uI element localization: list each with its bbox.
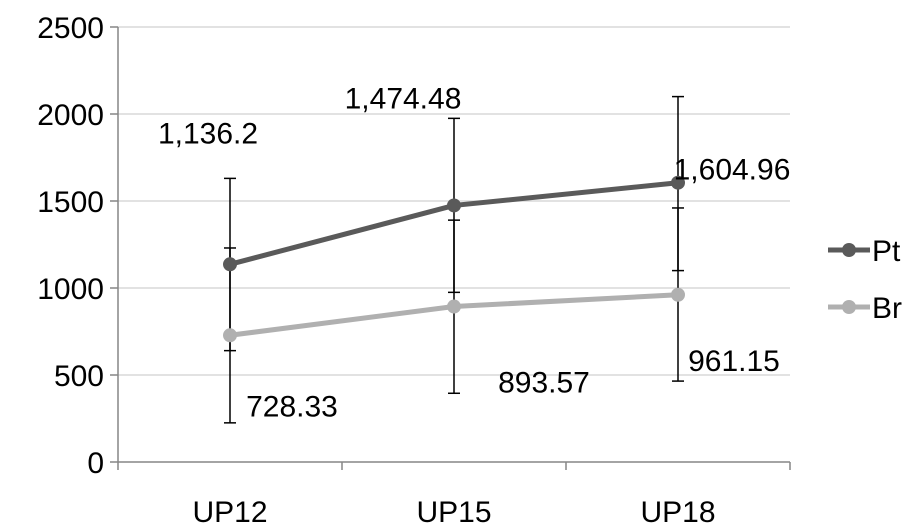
data-point-Br: [671, 287, 685, 302]
data-point-Pt: [447, 198, 461, 213]
error-bars: [224, 95, 684, 424]
data-point-Br: [447, 299, 461, 314]
data-point-Br: [223, 328, 237, 343]
legend-label-Pt: Pt: [872, 235, 901, 268]
y-tick-label: 2500: [37, 12, 104, 45]
legend: Pt Br: [828, 235, 902, 325]
data-labels: 1,136.2 1,474.48 1,604.96 728.33 893.57 961.1…: [158, 82, 790, 423]
y-tick-label: 1000: [37, 273, 104, 306]
legend-label-Br: Br: [872, 292, 902, 325]
data-point-Pt: [223, 257, 237, 272]
axes: 0 500 1000 1500 2000 2500 UP12 UP15 UP18: [37, 12, 791, 529]
legend-swatch-marker-Br: [842, 300, 856, 314]
x-tick-label: UP18: [640, 496, 715, 529]
series-lines: [223, 175, 685, 343]
y-tick-label: 0: [87, 447, 104, 480]
x-tick-label: UP15: [416, 496, 491, 529]
data-label-Pt: 1,136.2: [158, 117, 258, 150]
data-label-Br: 728.33: [246, 390, 338, 423]
legend-swatch-marker-Pt: [842, 243, 856, 257]
y-tick-label: 1500: [37, 186, 104, 219]
data-label-Pt: 1,474.48: [345, 82, 462, 115]
data-point-Pt: [671, 175, 685, 190]
data-label-Pt: 1,604.96: [674, 154, 791, 187]
x-tick-label: UP12: [192, 496, 267, 529]
y-tick-label: 500: [54, 360, 104, 393]
data-label-Br: 961.15: [688, 345, 780, 378]
data-label-Br: 893.57: [498, 367, 590, 400]
y-tick-label: 2000: [37, 99, 104, 132]
